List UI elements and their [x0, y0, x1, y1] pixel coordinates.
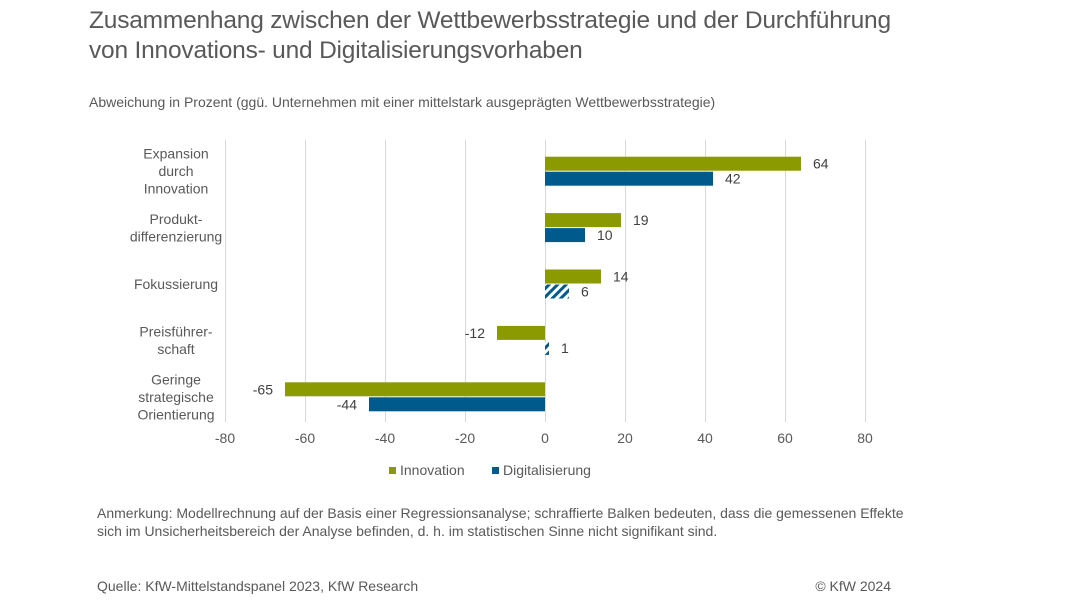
- x-tick-label: -20: [455, 430, 475, 446]
- x-tick-label: 60: [777, 430, 793, 446]
- data-label-digitalisierung: 6: [581, 284, 589, 300]
- legend-swatch-innovation: [389, 466, 396, 474]
- bar-digitalisierung: [545, 228, 585, 243]
- bar-innovation: [285, 382, 545, 397]
- data-label-innovation: -12: [465, 325, 485, 341]
- x-axis-ticks: -80 -60 -40 -20 0 20 40 60 80: [215, 430, 873, 446]
- category-label-line: Fokussierung: [134, 276, 218, 292]
- category-label-line: Produkt-: [150, 211, 203, 227]
- bar-digitalisierung: [545, 171, 713, 186]
- legend-item-innovation: Innovation: [389, 462, 465, 478]
- category-label-line: differenzierung: [130, 228, 222, 244]
- bar-innovation: [497, 325, 545, 340]
- bar-digitalisierung: [369, 397, 545, 412]
- category-label-line: Preisführer-: [139, 324, 212, 340]
- category-label-line: strategische: [138, 389, 214, 405]
- x-tick-label: -80: [215, 430, 235, 446]
- bar-innovation: [545, 213, 621, 228]
- data-label-innovation: 14: [613, 269, 629, 285]
- data-label-innovation: 19: [633, 212, 649, 228]
- gridlines: [225, 140, 866, 422]
- data-label-digitalisierung: 42: [725, 171, 741, 187]
- chart-title-line-1: Zusammenhang zwischen der Wettbewerbsstr…: [89, 7, 891, 34]
- footnote: Anmerkung: Modellrechnung auf der Basis …: [97, 505, 904, 539]
- bar-innovation: [545, 156, 801, 171]
- category-labels: Expansion durch Innovation Produkt-differen…: [130, 146, 222, 423]
- x-tick-label: -40: [375, 430, 395, 446]
- category-label-line: Geringe: [151, 371, 201, 387]
- x-tick-label: -60: [295, 430, 315, 446]
- category-label: Produkt-differenzierung: [130, 211, 222, 245]
- copyright-text: © KfW 2024: [815, 578, 891, 594]
- category-label-line: Innovation: [144, 181, 209, 197]
- x-tick-label: 40: [697, 430, 713, 446]
- legend-label-digitalisierung: Digitalisierung: [503, 462, 591, 478]
- legend-item-digitalisierung: Digitalisierung: [492, 462, 591, 478]
- data-labels: 64 42 19 10 14 6 -12 1 -65 -44: [253, 156, 829, 413]
- chart-subtitle: Abweichung in Prozent (ggü. Unternehmen …: [89, 94, 716, 110]
- category-label-line: Orientierung: [137, 406, 214, 422]
- chart-title-line-2: von Innovations- und Digitalisierungsvor…: [89, 37, 583, 64]
- data-label-digitalisierung: 1: [561, 340, 569, 356]
- category-label-line: schaft: [157, 341, 194, 357]
- legend-swatch-digitalisierung: [492, 466, 499, 474]
- x-tick-label: 20: [617, 430, 633, 446]
- bar-digitalisierung: [545, 340, 549, 355]
- chart-title: Zusammenhang zwischen der Wettbewerbsstr…: [89, 6, 989, 66]
- data-label-digitalisierung: 10: [597, 227, 613, 243]
- data-label-innovation: 64: [813, 156, 829, 172]
- data-label-innovation: -65: [253, 381, 273, 397]
- x-tick-label: 80: [857, 430, 873, 446]
- data-label-digitalisierung: -44: [337, 396, 357, 412]
- category-label: Expansion durch Innovation: [143, 146, 208, 197]
- category-label-line: durch: [158, 163, 193, 179]
- category-label: Preisführer-schaft: [139, 324, 212, 358]
- category-label: Geringe strategische Orientierung: [137, 371, 214, 422]
- category-label: Fokussierung: [134, 276, 218, 292]
- bar-digitalisierung: [545, 284, 569, 299]
- bars: [285, 156, 801, 412]
- x-tick-label: 0: [541, 430, 549, 446]
- source-text: Quelle: KfW-Mittelstandspanel 2023, KfW …: [97, 578, 419, 594]
- bar-innovation: [545, 269, 601, 284]
- category-label-line: Expansion: [143, 146, 208, 162]
- legend-label-innovation: Innovation: [400, 462, 465, 478]
